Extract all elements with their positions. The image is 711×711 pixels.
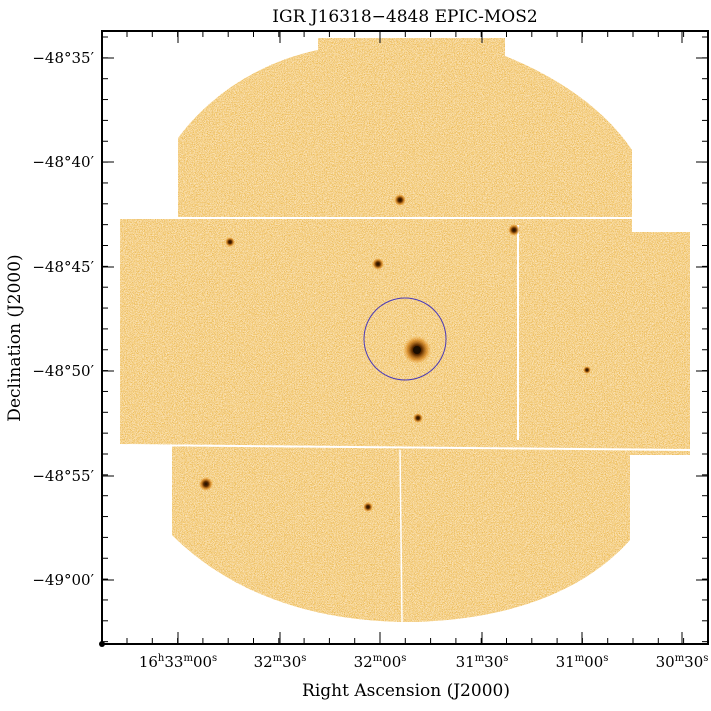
x-tick-label: 30m30s: [656, 653, 709, 671]
y-tick-label: −48°50′: [32, 362, 94, 380]
x-tick-label: 31m30s: [456, 653, 509, 671]
x-tick-label: 32m30s: [254, 653, 307, 671]
chart-title: IGR J16318−4848 EPIC-MOS2: [272, 7, 537, 27]
y-tick-label: −48°55′: [32, 467, 94, 485]
origin-marker: [99, 641, 105, 647]
y-tick-labels: −48°35′ −48°40′ −48°45′ −48°50′ −48°55′ …: [32, 49, 94, 589]
y-tick-label: −49°00′: [32, 571, 94, 589]
x-tick-label: 31m00s: [556, 653, 609, 671]
extraction-circle: [363, 297, 447, 381]
x-axis-label: Right Ascension (J2000): [302, 681, 510, 701]
x-tick-labels: 16h33m00s 32m30s 32m00s 31m30s 31m00s 30…: [139, 653, 709, 671]
tick-marks: [102, 31, 708, 644]
y-tick-label: −48°40′: [32, 153, 94, 171]
y-tick-label: −48°35′: [32, 49, 94, 67]
x-tick-label: 32m00s: [354, 653, 407, 671]
xray-count-map: [120, 38, 690, 622]
y-axis-label: Declination (J2000): [5, 254, 25, 421]
x-tick-label: 16h33m00s: [139, 653, 217, 671]
point-sources: [199, 194, 591, 512]
y-tick-label: −48°45′: [32, 258, 94, 276]
